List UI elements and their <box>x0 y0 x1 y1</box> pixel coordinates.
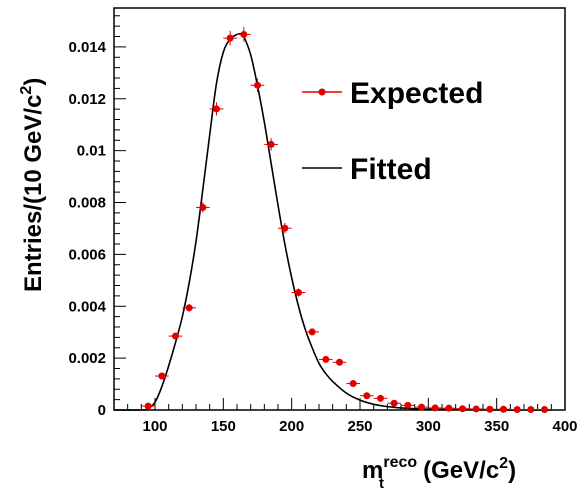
x-axis-title-sup: reco <box>383 454 417 471</box>
y-tick-label: 0 <box>98 402 106 419</box>
expected-point <box>185 304 193 312</box>
expected-point <box>240 30 248 38</box>
y-tick-label: 0.01 <box>77 143 106 160</box>
x-tick-label: 300 <box>416 418 441 435</box>
expected-point <box>295 289 302 297</box>
expected-point <box>541 405 548 413</box>
expected-point <box>500 405 507 413</box>
expected-point <box>144 402 152 410</box>
expected-point <box>322 355 330 363</box>
expected-point <box>459 405 466 413</box>
expected-point <box>472 405 480 413</box>
x-axis-title: mreco (GeV/c2) <box>362 454 516 484</box>
y-tick-label: 0.004 <box>68 298 106 315</box>
legend-fitted-label: Fitted <box>350 153 432 186</box>
y-axis-title-close: ) <box>20 78 47 86</box>
expected-point <box>199 203 207 211</box>
x-tick-label: 250 <box>347 418 372 435</box>
expected-point <box>390 399 398 407</box>
y-tick-label: 0.002 <box>68 350 106 367</box>
expected-point <box>431 404 439 412</box>
x-tick-label: 150 <box>211 418 236 435</box>
expected-point <box>254 81 261 89</box>
expected-point <box>349 380 357 388</box>
y-axis-title-sup: 2 <box>18 86 35 95</box>
tick-labels: 100 150 200 250 300 350 400 0 0.002 0.004 0.006 0.0… <box>68 39 577 435</box>
expected-point <box>404 401 412 409</box>
expected-point <box>445 404 453 412</box>
expected-point <box>308 328 316 336</box>
expected-point <box>527 405 535 413</box>
expected-point <box>226 34 234 42</box>
expected-point <box>172 332 179 340</box>
y-tick-label: 0.006 <box>68 246 106 263</box>
x-tick-label: 200 <box>279 418 304 435</box>
expected-point <box>158 372 166 380</box>
expected-point <box>363 392 371 400</box>
expected-point <box>213 105 220 113</box>
legend-expected-label: Expected <box>350 77 483 110</box>
fitted-curve <box>113 32 552 411</box>
x-tick-label: 350 <box>484 418 509 435</box>
x-axis-title-units-open: (GeV/c <box>423 457 499 484</box>
x-tick-label: 100 <box>142 418 167 435</box>
x-axis-title-main: m <box>362 457 383 484</box>
y-tick-label: 0.008 <box>68 195 106 212</box>
y-tick-label: 0.014 <box>68 39 106 56</box>
y-tick-label: 0.012 <box>68 91 106 108</box>
expected-point <box>486 405 494 413</box>
data-points <box>141 27 552 413</box>
legend: Expected Fitted <box>302 77 483 186</box>
y-axis-title: Entries/(10 GeV/c2) <box>18 78 47 292</box>
axes-ticks <box>113 15 566 411</box>
plot-frame <box>113 7 566 411</box>
expected-point <box>267 140 275 148</box>
expected-point <box>418 403 425 411</box>
expected-point <box>336 358 343 366</box>
expected-point <box>513 405 521 413</box>
x-axis-title-sub: t <box>379 475 384 492</box>
expected-point <box>281 224 289 232</box>
y-axis-title-main: Entries/(10 GeV/c <box>20 95 47 292</box>
x-axis-title-units-close: ) <box>508 457 516 484</box>
x-tick-label: 400 <box>552 418 577 435</box>
x-axis-title-units-sup: 2 <box>499 455 508 472</box>
expected-point <box>377 394 384 402</box>
legend-expected-marker <box>318 88 326 96</box>
